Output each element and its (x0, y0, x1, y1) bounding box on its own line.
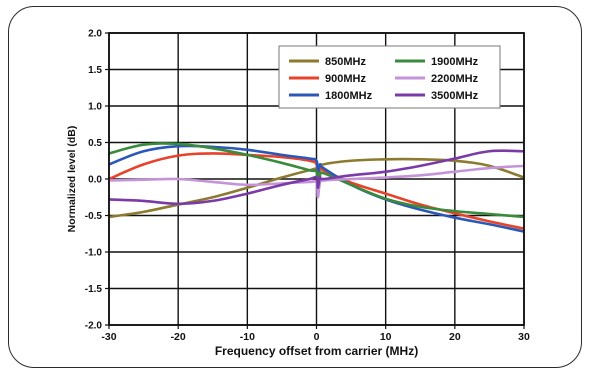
y-tick-label: -0.5 (85, 211, 103, 222)
y-tick-label: 0.5 (88, 138, 102, 149)
x-tick-label: -10 (240, 331, 255, 343)
y-axis-label: Normalized level (dB) (66, 126, 78, 233)
y-tick-label: -1.5 (85, 284, 103, 295)
series-line-3500mhz (109, 149, 524, 206)
x-tick-label: 30 (518, 331, 530, 343)
x-tick-label: -20 (171, 331, 186, 343)
legend-label: 850MHz (325, 56, 366, 68)
legend-label: 900MHz (325, 73, 366, 85)
x-tick-label: 10 (380, 331, 392, 343)
y-tick-label: 1.5 (88, 65, 102, 76)
x-tick-label: -30 (101, 331, 116, 343)
legend-label: 3500MHz (431, 90, 479, 102)
y-tick-label: -2.0 (85, 321, 103, 332)
series-lines (109, 142, 524, 233)
axes: -30 -20 -10 0 10 20 30 2.0 1.5 1.0 0.5 0.0 -0.5 -1.0 -… (85, 29, 530, 344)
y-tick-label: 2.0 (88, 29, 102, 40)
legend-label: 1800MHz (325, 90, 373, 102)
legend: 850MHz 1900MHz 900MHz 2200MHz 1800MHz 3500MHz (278, 45, 501, 109)
legend-label: 2200MHz (431, 73, 479, 85)
y-tick-label: 1.0 (88, 102, 102, 113)
y-tick-label: 0.0 (88, 175, 102, 186)
x-tick-label: 0 (314, 331, 320, 343)
x-tick-label: 20 (449, 331, 461, 343)
y-tick-label: -1.0 (85, 248, 103, 259)
legend-label: 1900MHz (431, 56, 479, 68)
series-line-2200mhz (109, 164, 524, 199)
x-axis-label: Frequency offset from carrier (MHz) (215, 344, 418, 358)
